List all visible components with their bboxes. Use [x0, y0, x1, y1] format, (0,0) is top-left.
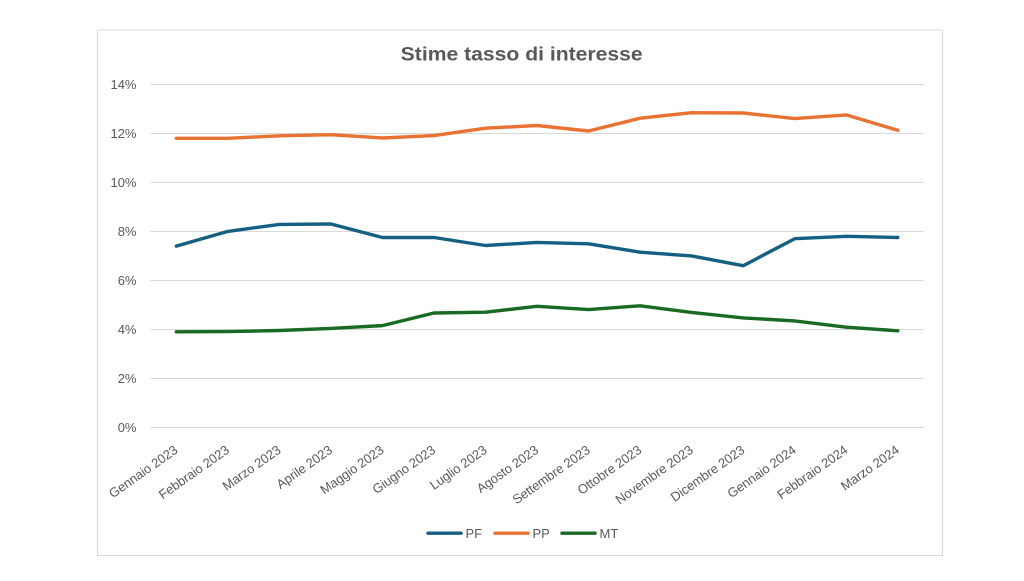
svg-text:12%: 12%	[110, 126, 136, 141]
svg-text:Stime tasso di interesse: Stime tasso di interesse	[401, 44, 643, 66]
svg-text:PF: PF	[466, 526, 483, 541]
svg-text:6%: 6%	[118, 273, 137, 288]
svg-text:10%: 10%	[110, 175, 136, 190]
svg-text:MT: MT	[600, 526, 619, 541]
svg-text:PP: PP	[533, 526, 550, 541]
svg-text:2%: 2%	[118, 371, 137, 386]
svg-text:0%: 0%	[118, 420, 137, 435]
svg-text:14%: 14%	[110, 77, 136, 92]
svg-text:8%: 8%	[118, 224, 137, 239]
svg-text:4%: 4%	[118, 322, 137, 337]
